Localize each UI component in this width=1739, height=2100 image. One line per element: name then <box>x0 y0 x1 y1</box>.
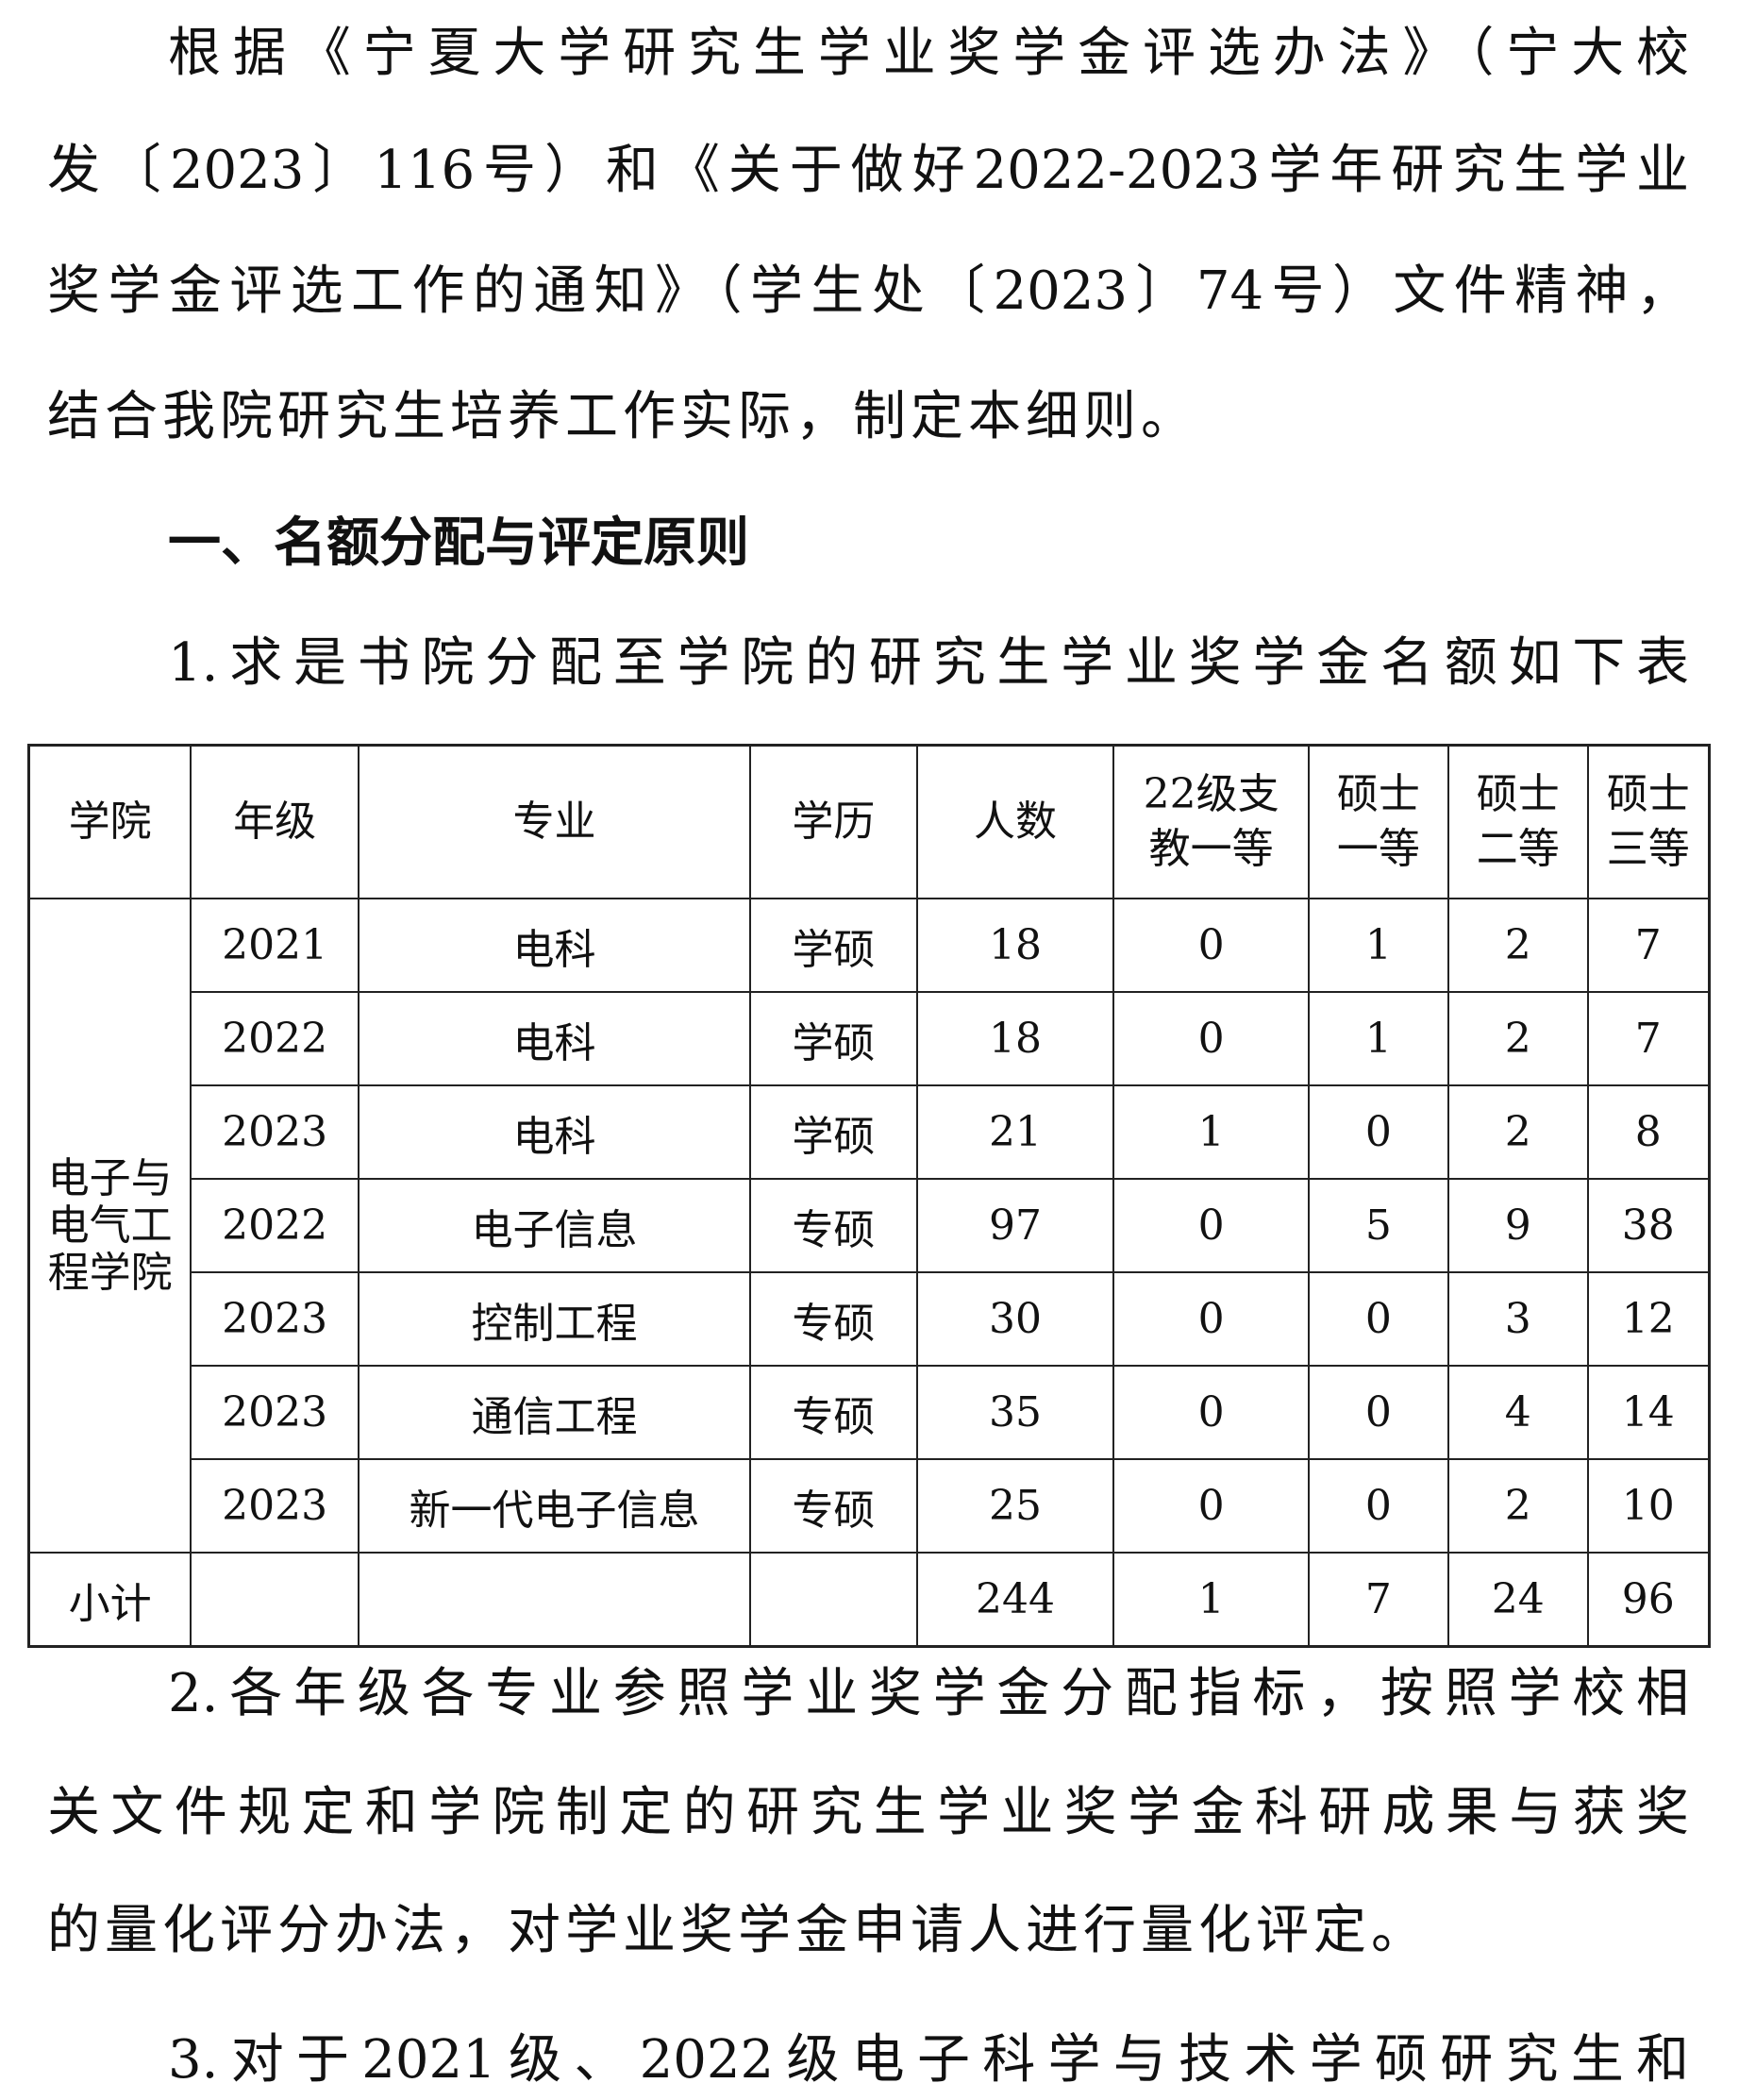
subtotal-cell: 244 <box>915 1552 1115 1648</box>
table-cell: 3 <box>1446 1271 1589 1367</box>
table-cell: 4 <box>1446 1365 1589 1460</box>
table-cell: 新一代电子信息 <box>358 1458 752 1554</box>
subtotal-label: 小计 <box>27 1552 192 1648</box>
subtotal-row: 小计 244 1 7 24 96 <box>27 1552 1711 1648</box>
item-3: 3.对于2021级、2022级电子科学与技术学硕研究生和 <box>168 2029 1689 2091</box>
table-cell: 专硕 <box>749 1178 918 1273</box>
table-cell: 38 <box>1586 1178 1711 1273</box>
table-cell: 0 <box>1112 898 1310 993</box>
table-cell: 18 <box>915 898 1115 993</box>
intro-line-4: 结合我院研究生培养工作实际，制定本细则。 <box>47 386 1198 447</box>
table-cell: 2023 <box>190 1365 360 1460</box>
table-cell: 5 <box>1307 1178 1449 1273</box>
subtotal-cell: 7 <box>1307 1552 1449 1648</box>
table-cell: 8 <box>1586 1084 1711 1180</box>
subtotal-cell <box>358 1552 752 1648</box>
table-row: 2022 电科 学硕 18 0 1 2 7 <box>29 991 1711 1086</box>
table-cell: 2022 <box>190 991 360 1086</box>
table-cell: 2 <box>1446 991 1589 1086</box>
header-support-first: 22级支教一等 <box>1112 744 1310 899</box>
header-master-second: 硕士二等 <box>1446 744 1589 899</box>
table-row: 2023 新一代电子信息 专硕 25 0 0 2 10 <box>29 1458 1711 1554</box>
table-cell: 2021 <box>190 898 360 993</box>
table-cell: 专硕 <box>749 1365 918 1460</box>
header-major: 专业 <box>358 744 752 899</box>
section-heading: 一、名额分配与评定原则 <box>168 512 749 574</box>
table-row: 2022 电子信息 专硕 97 0 5 9 38 <box>29 1178 1711 1273</box>
table-cell: 35 <box>915 1365 1115 1460</box>
table-row: 电子与电气工程学院 2021 电科 学硕 18 0 1 2 7 <box>27 898 1711 1554</box>
intro-line-3: 奖学金评选工作的通知》（学生处〔2023〕74号）文件精神， <box>47 260 1689 322</box>
table-cell: 1 <box>1307 898 1449 993</box>
subtotal-cell: 24 <box>1446 1552 1589 1648</box>
subtotal-cell: 1 <box>1112 1552 1310 1648</box>
scholarship-quota-table: 学院 年级 专业 学历 人数 22级支教一等 硕士一等 硕士二等 硕士三等 电子… <box>27 744 1711 1648</box>
header-master-first: 硕士一等 <box>1307 744 1449 899</box>
table-cell: 2 <box>1446 1458 1589 1554</box>
table-cell: 0 <box>1112 1458 1310 1554</box>
table-cell: 2 <box>1446 1084 1589 1180</box>
table-cell: 学硕 <box>749 898 918 993</box>
table-cell: 21 <box>915 1084 1115 1180</box>
table-cell: 0 <box>1307 1458 1449 1554</box>
table-cell: 0 <box>1307 1365 1449 1460</box>
table-row: 2023 电科 学硕 21 1 0 2 8 <box>29 1084 1711 1180</box>
table-header-row: 学院 年级 专业 学历 人数 22级支教一等 硕士一等 硕士二等 硕士三等 <box>27 744 1711 899</box>
table-cell: 0 <box>1307 1271 1449 1367</box>
table-cell: 1 <box>1112 1084 1310 1180</box>
table-cell: 2023 <box>190 1458 360 1554</box>
table-cell: 通信工程 <box>358 1365 752 1460</box>
table-cell: 电科 <box>358 991 752 1086</box>
table-row: 2023 通信工程 专硕 35 0 0 4 14 <box>29 1365 1711 1460</box>
table-cell: 9 <box>1446 1178 1589 1273</box>
table-cell: 30 <box>915 1271 1115 1367</box>
table-cell: 学硕 <box>749 991 918 1086</box>
table-cell: 2023 <box>190 1084 360 1180</box>
item-2-line-2: 关文件规定和学院制定的研究生学业奖学金科研成果与获奖 <box>47 1782 1689 1843</box>
header-count: 人数 <box>915 744 1115 899</box>
header-grade: 年级 <box>190 744 360 899</box>
table-cell: 10 <box>1586 1458 1711 1554</box>
table-cell: 电子信息 <box>358 1178 752 1273</box>
header-college: 学院 <box>27 744 192 899</box>
intro-line-2: 发〔2023〕116号）和《关于做好2022-2023学年研究生学业 <box>47 140 1689 201</box>
table-cell: 97 <box>915 1178 1115 1273</box>
table-row: 2023 控制工程 专硕 30 0 0 3 12 <box>29 1271 1711 1367</box>
college-cell: 电子与电气工程学院 <box>27 898 192 1554</box>
table-cell: 学硕 <box>749 1084 918 1180</box>
intro-line-1: 根据《宁夏大学研究生学业奖学金评选办法》（宁大校 <box>168 23 1689 84</box>
table-cell: 电科 <box>358 1084 752 1180</box>
subtotal-cell <box>749 1552 918 1648</box>
table-cell: 0 <box>1112 1365 1310 1460</box>
table-cell: 0 <box>1112 991 1310 1086</box>
subtotal-cell <box>190 1552 360 1648</box>
table-cell: 25 <box>915 1458 1115 1554</box>
item-1: 1.求是书院分配至学院的研究生学业奖学金名额如下表 <box>168 632 1689 694</box>
table-cell: 专硕 <box>749 1271 918 1367</box>
table-cell: 专硕 <box>749 1458 918 1554</box>
header-degree: 学历 <box>749 744 918 899</box>
subtotal-cell: 96 <box>1586 1552 1711 1648</box>
table-cell: 2023 <box>190 1271 360 1367</box>
table-cell: 0 <box>1112 1271 1310 1367</box>
table-cell: 7 <box>1586 898 1711 993</box>
table-cell: 电科 <box>358 898 752 993</box>
header-master-third: 硕士三等 <box>1586 744 1711 899</box>
table-cell: 控制工程 <box>358 1271 752 1367</box>
table-cell: 12 <box>1586 1271 1711 1367</box>
table-cell: 0 <box>1307 1084 1449 1180</box>
table-cell: 0 <box>1112 1178 1310 1273</box>
table-cell: 2 <box>1446 898 1589 993</box>
table-cell: 2022 <box>190 1178 360 1273</box>
table-cell: 7 <box>1586 991 1711 1086</box>
table-cell: 1 <box>1307 991 1449 1086</box>
item-2-line-3: 的量化评分办法，对学业奖学金申请人进行量化评定。 <box>47 1900 1429 1961</box>
table-cell: 18 <box>915 991 1115 1086</box>
table-cell: 14 <box>1586 1365 1711 1460</box>
item-2-line-1: 2.各年级各专业参照学业奖学金分配指标，按照学校相 <box>168 1663 1689 1724</box>
